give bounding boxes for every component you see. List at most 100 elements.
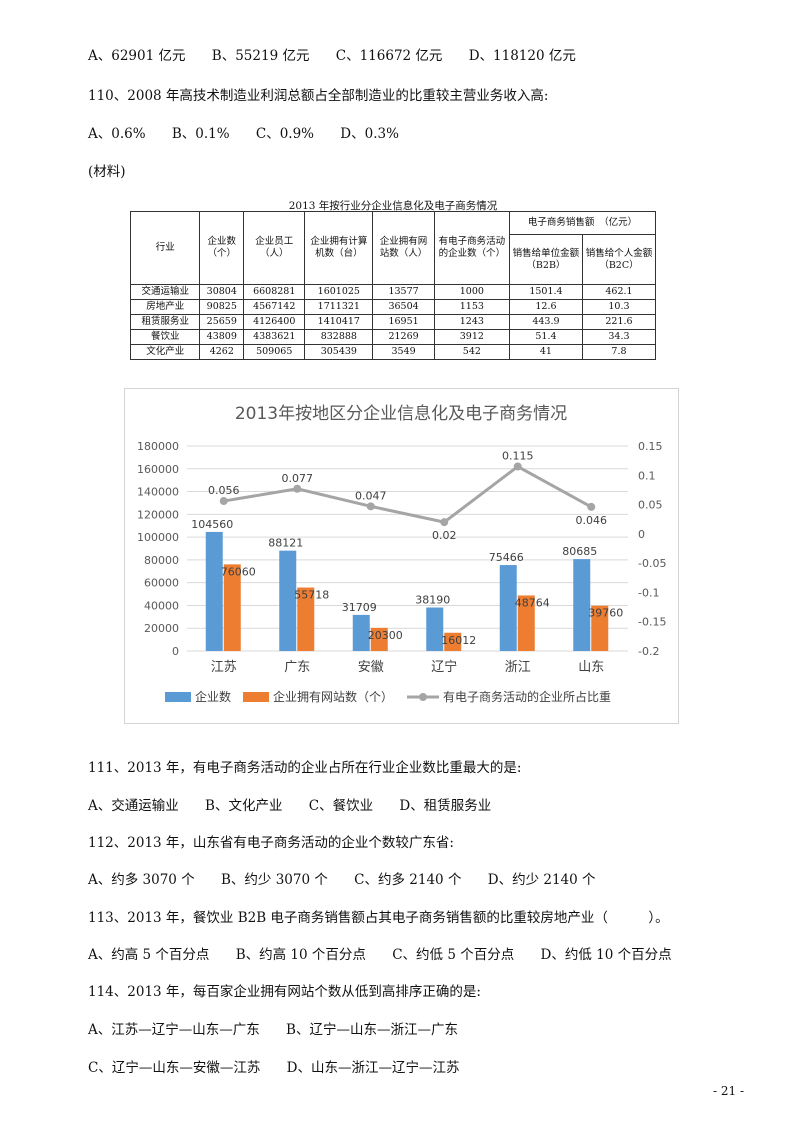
table-cell: 509065 [243, 344, 306, 360]
industry-table: 行业 企业数（个） 企业员工（人） 企业拥有计算机数（台） 企业拥有网站数（人）… [129, 210, 657, 360]
left-tick-label: 60000 [144, 577, 179, 590]
page-number: - 21 - [712, 1084, 744, 1098]
table-cell: 租赁服务业 [129, 314, 201, 330]
q109-option-d: D、118120 亿元 [468, 48, 576, 64]
left-tick-label: 120000 [137, 508, 179, 521]
table-cell: 41 [508, 344, 583, 360]
q114-option-d: D、山东—浙江—辽宁—江苏 [286, 1060, 460, 1076]
table-cell: 443.9 [508, 314, 583, 330]
bar-data-label: 48764 [515, 596, 550, 609]
q110-option-c: C、0.9% [255, 126, 314, 142]
left-tick-label: 20000 [144, 622, 179, 635]
table-cell: 10.3 [581, 299, 657, 315]
legend-swatch-websites [243, 692, 269, 702]
table-title: 2013 年按行业分企业信息化及电子商务情况 [288, 200, 498, 212]
left-tick-label: 180000 [137, 440, 179, 453]
table-cell: 90825 [199, 299, 245, 315]
table-cell: 4383621 [243, 329, 306, 345]
q111-text: 111、2013 年，有电子商务活动的企业占所在行业企业数比重最大的是: [88, 760, 522, 776]
table-cell: 25659 [199, 314, 245, 330]
legend-label-enterprises: 企业数 [195, 689, 231, 704]
q110-option-a: A、0.6% [88, 126, 146, 142]
header-enterprises: 企业数（个） [199, 211, 245, 285]
q109-option-b: B、55219 亿元 [211, 48, 310, 64]
line-point [513, 462, 522, 471]
bar-websites [223, 564, 241, 651]
q113-option-a: A、约高 5 个百分点 [88, 947, 210, 963]
category-label: 辽宁 [431, 659, 457, 675]
q112-options: A、约多 3070 个 B、约少 3070 个 C、约多 2140 个 D、约少… [88, 868, 618, 888]
bar-data-label: 104560 [191, 518, 233, 531]
bar-enterprises [279, 550, 297, 651]
legend-swatch-enterprises [165, 692, 191, 702]
header-b2b: 销售给单位金额（B2B） [508, 234, 583, 285]
q112-option-a: A、约多 3070 个 [88, 872, 195, 888]
line-ecommerce-share [223, 464, 592, 524]
q114-options-cd: C、辽宁—山东—安徽—江苏 D、山东—浙江—辽宁—江苏 [88, 1056, 481, 1076]
table-cell: 43809 [199, 329, 245, 345]
table-cell: 4262 [199, 344, 245, 360]
table-cell: 7.8 [581, 344, 657, 360]
right-tick-label: 0.05 [638, 499, 663, 512]
q110-text: 110、2008 年高技术制造业利润总额占全部制造业的比重较主营业务收入高: [88, 88, 549, 104]
table-cell: 1501.4 [508, 284, 583, 300]
header-websites: 企业拥有网站数（人） [372, 211, 435, 285]
category-label: 安徽 [358, 660, 384, 675]
bar-websites [591, 605, 609, 651]
q113-options: A、约高 5 个百分点 B、约高 10 个百分点 C、约低 5 个百分点 D、约… [88, 943, 694, 963]
chart-title: 2013年按地区分企业信息化及电子商务情况 [235, 404, 567, 424]
legend-label-line: 有电子商务活动的企业所占比重 [443, 689, 611, 704]
q113-option-b: B、约高 10 个百分点 [235, 947, 366, 963]
right-tick-label: -0.15 [638, 616, 666, 629]
right-tick-label: 0 [638, 528, 645, 541]
bar-data-label: 20300 [368, 629, 403, 642]
q114-option-b: B、辽宁—山东—浙江—广东 [286, 1022, 458, 1038]
table-cell: 4567142 [243, 299, 306, 315]
bar-data-label: 16012 [441, 634, 476, 647]
left-tick-label: 0 [172, 645, 179, 658]
q112-option-b: B、约少 3070 个 [221, 872, 328, 888]
legend-label-websites: 企业拥有网站数（个） [273, 689, 393, 704]
bar-websites [444, 632, 462, 651]
bar-websites [517, 595, 535, 651]
header-computers: 企业拥有计算机数（台） [304, 211, 374, 285]
table-cell: 3549 [372, 344, 435, 360]
q109-option-c: C、116672 亿元 [335, 48, 443, 64]
category-label: 山东 [578, 660, 604, 675]
header-b2c: 销售给个人金额（B2C） [581, 234, 657, 285]
header-employees: 企业员工（人） [243, 211, 306, 285]
right-tick-label: -0.1 [638, 586, 659, 599]
table-cell: 文化产业 [129, 344, 201, 360]
bar-websites [297, 587, 315, 651]
line-point [293, 484, 302, 493]
bar-enterprises [499, 565, 517, 651]
q111-option-b: B、文化产业 [205, 798, 283, 814]
right-tick-label: 0.15 [638, 440, 663, 453]
right-tick-label: 0.1 [638, 469, 656, 482]
line-data-label: 0.115 [502, 450, 534, 463]
table-cell: 832888 [304, 329, 374, 345]
left-tick-label: 80000 [144, 554, 179, 567]
bar-data-label: 31709 [342, 601, 377, 614]
q111-option-c: C、餐饮业 [308, 798, 374, 814]
line-data-label: 0.077 [282, 472, 314, 485]
left-tick-label: 140000 [137, 486, 179, 499]
table-cell: 4126400 [243, 314, 306, 330]
table-cell: 13577 [372, 284, 435, 300]
header-industry: 行业 [129, 211, 201, 285]
right-tick-label: -0.05 [638, 557, 666, 570]
q110-option-d: D、0.3% [340, 126, 399, 142]
left-tick-label: 160000 [137, 463, 179, 476]
header-sales-group: 电子商务销售额 （亿元） [508, 210, 657, 236]
q111-option-d: D、租赁服务业 [399, 798, 492, 814]
q113-text: 113、2013 年，餐饮业 B2B 电子商务销售额占其电子商务销售额的比重较房… [88, 910, 669, 926]
bar-data-label: 76060 [221, 565, 256, 578]
left-tick-label: 100000 [137, 531, 179, 544]
table-cell: 30804 [199, 284, 245, 300]
bar-enterprises [352, 614, 370, 651]
region-chart: 2013年按地区分企业信息化及电子商务情况 0 20000 40000 60000 800… [124, 388, 679, 724]
table-row: 房地产业 90825 4567142 1711321 36504 1153 12.6 10.3 [129, 299, 657, 315]
table-cell: 1153 [433, 299, 510, 315]
q112-option-d: D、约少 2140 个 [487, 872, 596, 888]
q109-options: A、62901 亿元 B、55219 亿元 C、116672 亿元 D、1181… [88, 44, 598, 64]
